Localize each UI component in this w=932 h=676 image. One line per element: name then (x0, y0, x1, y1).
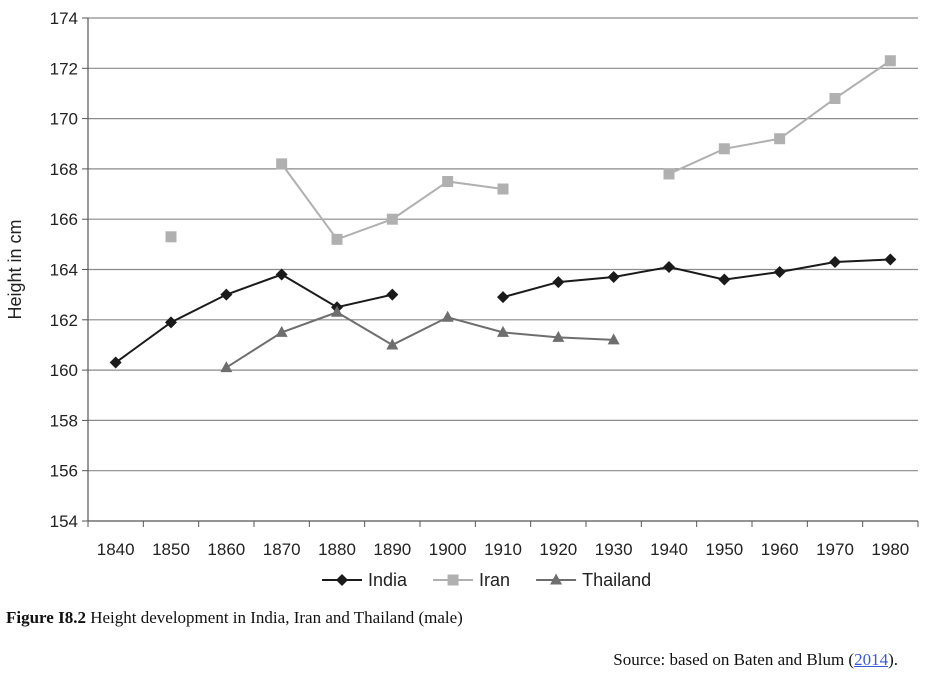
x-tick-label: 1950 (705, 540, 743, 559)
india-point-1920 (552, 276, 565, 289)
india-point-1840 (109, 356, 122, 369)
x-tick-label: 1900 (429, 540, 467, 559)
india-point-1980 (884, 253, 897, 266)
iran-point-1960 (774, 133, 786, 145)
y-tick-label: 154 (50, 512, 78, 531)
source-prefix: Source: based on Baten and Blum ( (613, 650, 855, 669)
axes (82, 17, 919, 527)
iran-point-1880 (331, 233, 343, 245)
iran-point-1890 (386, 213, 398, 225)
y-tick-label: 166 (50, 210, 78, 229)
x-tick-label: 1870 (263, 540, 301, 559)
x-tick-label: 1880 (318, 540, 356, 559)
figure-caption-text: Height development in India, Iran and Th… (85, 608, 463, 627)
legend-item-india: India (322, 570, 408, 590)
legend-label-india: India (368, 570, 408, 590)
iran-point-1970 (829, 92, 841, 104)
figure-label: Figure I8.2 (6, 608, 86, 627)
india-point-1950 (718, 273, 731, 286)
india-point-1860 (220, 288, 233, 301)
legend-item-thailand: Thailand (536, 570, 651, 590)
x-tick-label: 1910 (484, 540, 522, 559)
iran-point-1950 (718, 143, 730, 155)
citation-link[interactable]: 2014 (854, 650, 889, 669)
thailand-point-1860 (220, 361, 233, 373)
gridlines (88, 17, 918, 472)
y-tick-label: 156 (50, 462, 78, 481)
source-suffix: ). (888, 650, 898, 669)
y-tick-label: 160 (50, 361, 78, 380)
y-tick-label: 172 (50, 59, 78, 78)
figure-caption: Figure I8.2 Height development in India,… (6, 608, 463, 628)
x-tick-label: 1960 (761, 540, 799, 559)
y-tick-labels: 154 156 158 160 162 164 166 168 170 172 174 (50, 9, 78, 531)
iran-point-1910 (497, 183, 509, 195)
india-point-1970 (829, 255, 841, 268)
x-tick-label: 1840 (97, 540, 135, 559)
thailand-point-1890 (386, 338, 399, 350)
legend-marker-india (336, 574, 348, 586)
y-tick-label: 170 (50, 110, 78, 129)
thailand-point-1870 (275, 325, 288, 337)
x-tick-label: 1930 (595, 540, 633, 559)
x-tick-label: 1860 (207, 540, 245, 559)
x-tick-label: 1980 (871, 540, 909, 559)
iran-point-1940 (663, 168, 675, 180)
legend-label-iran: Iran (479, 570, 510, 590)
thailand-point-1930 (607, 333, 620, 345)
legend: India Iran Thailand (322, 570, 651, 590)
source-note: Source: based on Baten and Blum (2014). (613, 650, 898, 670)
iran-point-1870 (276, 158, 288, 170)
india-line-segment-0 (115, 273, 393, 364)
thailand-point-1910 (497, 325, 509, 337)
x-tick-label: 1850 (152, 540, 190, 559)
india-point-1930 (607, 271, 620, 284)
india-point-1940 (663, 260, 675, 273)
x-tick-label: 1920 (539, 540, 577, 559)
legend-label-thailand: Thailand (582, 570, 651, 590)
y-tick-label: 164 (50, 261, 78, 280)
india-point-1910 (497, 291, 509, 304)
iran-point-1980 (884, 55, 896, 67)
thailand-point-1880 (331, 305, 343, 317)
y-tick-label: 162 (50, 311, 78, 330)
series-thailand (220, 305, 620, 373)
x-tick-label: 1940 (650, 540, 688, 559)
x-tick-label: 1970 (816, 540, 854, 559)
y-tick-label: 168 (50, 160, 78, 179)
legend-marker-iran (447, 574, 459, 586)
y-tick-label: 174 (50, 9, 78, 28)
iran-point-1900 (442, 175, 454, 187)
india-point-1890 (386, 288, 399, 301)
iran-point-1850 (165, 231, 177, 243)
legend-item-iran: Iran (433, 570, 510, 590)
india-point-1870 (275, 268, 288, 281)
iran-line-segment-1 (280, 163, 504, 241)
y-tick-label: 158 (50, 411, 78, 430)
india-line-segment-1 (502, 258, 891, 299)
india-point-1960 (773, 266, 786, 279)
series-india (109, 253, 897, 369)
x-tick-label: 1890 (373, 540, 411, 559)
series-iran (165, 55, 896, 245)
legend-marker-thailand (550, 573, 563, 585)
y-axis-title: Height in cm (5, 219, 25, 319)
thailand-line-segment-0 (225, 311, 614, 369)
thailand-point-1920 (552, 330, 565, 342)
x-tick-labels: 1840 1850 1860 1870 1880 1890 1900 1910 1920 1930… (97, 540, 909, 559)
thailand-point-1900 (441, 310, 454, 322)
india-point-1850 (165, 316, 177, 329)
series-layer (109, 55, 897, 373)
iran-line-segment-2 (668, 59, 891, 175)
